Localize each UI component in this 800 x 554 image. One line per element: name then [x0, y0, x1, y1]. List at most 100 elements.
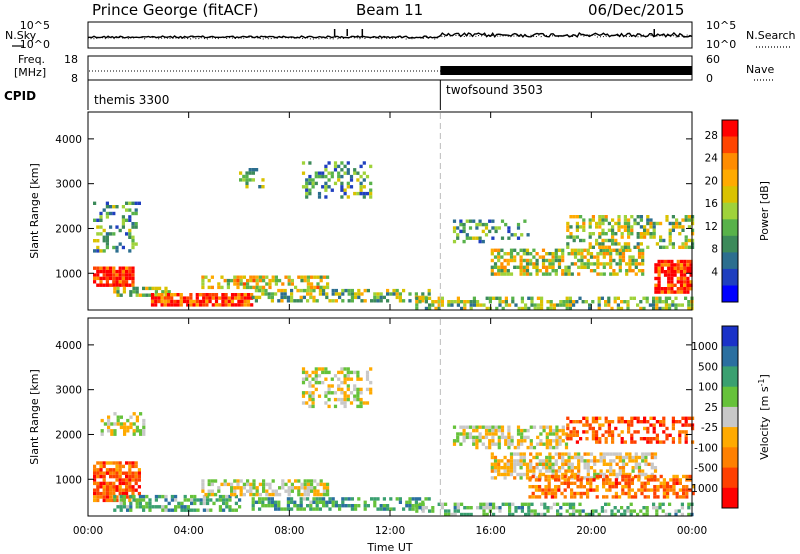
heatmap-cell [306, 288, 310, 293]
heatmap-cell [554, 459, 558, 463]
heatmap-cell [508, 303, 512, 307]
heatmap-cell [561, 258, 565, 263]
heatmap-cell [572, 426, 576, 431]
heatmap-cell [653, 491, 657, 496]
heatmap-cell [115, 495, 119, 499]
heatmap-cell [270, 295, 274, 300]
heatmap-cell [646, 426, 650, 431]
heatmap-cell [659, 245, 663, 249]
heatmap-cell [683, 290, 687, 294]
heatmap-cell [649, 437, 653, 441]
heatmap-cell [115, 273, 119, 277]
heatmap-cell [605, 252, 610, 256]
heatmap-cell [109, 276, 113, 281]
heatmap-cell [174, 494, 178, 499]
heatmap-cell [665, 437, 669, 441]
heatmap-cell [654, 283, 658, 287]
heatmap-cell [601, 242, 605, 246]
heatmap-cell [280, 295, 284, 300]
heatmap-cell [545, 459, 549, 463]
heatmap-cell [520, 509, 524, 513]
power-colorbar-tick: 8 [711, 244, 718, 256]
heatmap-cell [343, 391, 347, 395]
heatmap-cell [507, 442, 511, 446]
heatmap-cell [139, 429, 143, 433]
heatmap-cell [570, 469, 574, 473]
heatmap-cell [556, 303, 560, 307]
heatmap-cell [334, 299, 338, 303]
heatmap-cell [182, 299, 187, 304]
heatmap-cell [267, 292, 271, 296]
heatmap-cell [556, 509, 560, 513]
heatmap-cell [96, 273, 100, 277]
heatmap-cell [270, 497, 274, 501]
heatmap-cell [687, 506, 691, 510]
heatmap-cell [525, 265, 530, 269]
heatmap-cell [600, 506, 604, 510]
heatmap-cell [657, 290, 661, 294]
heatmap-cell [611, 430, 615, 434]
heatmap-cell [660, 270, 664, 274]
heatmap-cell [620, 225, 624, 229]
heatmap-cell [611, 420, 615, 424]
heatmap-cell [519, 452, 523, 456]
heatmap-cell [567, 459, 571, 463]
heatmap-cell [586, 265, 590, 269]
heatmap-cell [485, 296, 489, 300]
heatmap-cell [541, 462, 546, 466]
heatmap-cell [621, 252, 626, 256]
heatmap-cell [186, 498, 190, 502]
heatmap-cell [582, 221, 586, 226]
heatmap-cell [271, 278, 275, 283]
heatmap-cell [131, 478, 135, 482]
heatmap-cell [554, 491, 558, 496]
heatmap-cell [511, 502, 515, 506]
heatmap-cell [119, 494, 123, 499]
heatmap-cell [109, 491, 113, 496]
power-colorbar-swatch [722, 136, 738, 154]
heatmap-cell [277, 507, 281, 511]
heatmap-cell [684, 242, 688, 246]
heatmap-cell [494, 425, 498, 429]
heatmap-cell [540, 512, 544, 517]
heatmap-cell [131, 245, 135, 250]
heatmap-cell [548, 252, 552, 256]
heatmap-cell [357, 292, 361, 296]
heatmap-cell [93, 488, 97, 492]
heatmap-cell [691, 485, 695, 489]
heatmap-cell [628, 455, 632, 460]
heatmap-cell [236, 479, 240, 483]
heatmap-cell [154, 498, 158, 502]
heatmap-cell [543, 502, 547, 506]
heatmap-cell [609, 248, 613, 252]
heatmap-cell [343, 188, 347, 192]
heatmap-cell [240, 293, 244, 297]
heatmap-cell [110, 422, 114, 426]
heatmap-cell [93, 218, 97, 222]
heatmap-cell [303, 278, 307, 283]
heatmap-cell [286, 500, 290, 504]
heatmap-cell [623, 300, 627, 304]
heatmap-cell [671, 300, 675, 304]
heatmap-cell [308, 384, 312, 388]
heatmap-cell [526, 428, 530, 433]
heatmap-cell [299, 299, 303, 303]
heatmap-cell [577, 466, 581, 470]
heatmap-cell [613, 300, 617, 304]
power-colorbar-tick: 12 [705, 221, 718, 233]
heatmap-cell [662, 245, 666, 249]
heatmap-cell [121, 215, 125, 219]
heatmap-cell [541, 459, 546, 463]
heatmap-cell [392, 507, 396, 511]
heatmap-cell [363, 504, 367, 508]
heatmap-cell [652, 426, 656, 431]
heatmap-cell [657, 276, 661, 281]
velocity-colorbar-tick: -25 [701, 422, 718, 434]
heatmap-cell [316, 489, 320, 493]
heatmap-cell [558, 439, 562, 443]
heatmap-cell [102, 249, 106, 253]
heatmap-cell [243, 303, 247, 307]
heatmap-cell [535, 476, 539, 480]
heatmap-cell [271, 492, 275, 497]
heatmap-cell [535, 252, 539, 256]
